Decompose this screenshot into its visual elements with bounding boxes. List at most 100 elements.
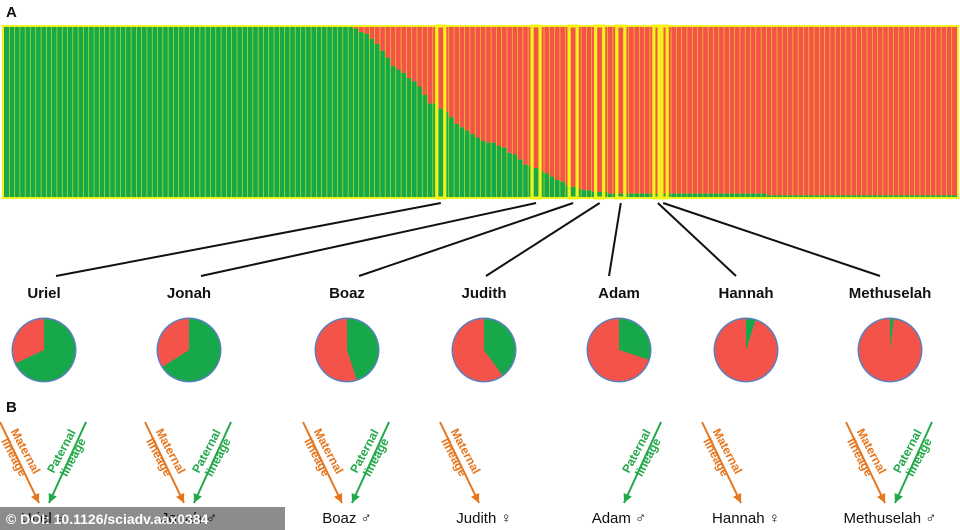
bar-green-segment	[607, 193, 613, 197]
pie-slice-red	[12, 319, 45, 364]
bar-red-segment	[724, 27, 730, 194]
panel-b-label: B	[6, 399, 17, 416]
bar-green-segment	[840, 195, 846, 197]
pie-slice-red	[158, 319, 189, 367]
bar-red-segment	[798, 27, 804, 196]
bar-green-segment	[724, 193, 730, 197]
bar-green-segment	[766, 195, 772, 197]
bar-red-segment	[406, 27, 412, 78]
bar-green-segment	[697, 193, 703, 197]
bar-green-segment	[146, 27, 153, 197]
panel-a-label: A	[6, 4, 17, 21]
bar-green-segment	[480, 140, 486, 197]
bar-red-segment	[776, 27, 783, 196]
bar-green-segment	[491, 142, 497, 197]
bar-red-segment	[909, 27, 915, 196]
bar-red-segment	[888, 27, 894, 196]
bar-green-segment	[872, 195, 878, 197]
ancestry-pie-charts: Uriel Jonah Boaz Judith Adam Hannah Methuselah	[11, 285, 931, 383]
connector-line	[200, 202, 537, 277]
connector-line	[55, 202, 441, 277]
bar-red-segment	[925, 27, 931, 196]
pie-slice-red	[315, 319, 357, 381]
bar-green-segment	[157, 27, 163, 197]
individual-sex-label: Uriel ♂	[21, 510, 67, 527]
bar-red-segment	[517, 27, 523, 160]
bar-green-segment	[78, 27, 84, 197]
maternal-lineage-arrow	[302, 421, 343, 504]
bar-green-segment	[109, 27, 116, 197]
bar-red-segment	[702, 27, 709, 194]
bar-green-segment	[316, 27, 322, 197]
bar-red-segment	[866, 27, 873, 196]
bar-green-segment	[342, 27, 349, 197]
maternal-lineage-arrow-head	[471, 492, 480, 503]
bar-red-segment	[914, 27, 920, 196]
bar-green-segment	[305, 27, 312, 197]
paternal-lineage-arrow	[894, 421, 933, 504]
bar-green-segment	[792, 195, 799, 197]
doi-watermark: © DOI: 10.1126/sciadv.aax0384	[0, 507, 285, 530]
bar-green-segment	[866, 195, 873, 197]
bar-green-segment	[406, 78, 412, 197]
bar-green-segment	[268, 27, 275, 197]
bar-green-segment	[46, 27, 52, 197]
bar-green-segment	[618, 193, 624, 197]
bar-red-segment	[686, 27, 693, 194]
bar-green-segment	[951, 195, 957, 197]
bar-green-segment	[72, 27, 79, 197]
structure-bar-chart	[2, 24, 959, 200]
bar-red-segment	[829, 27, 836, 196]
bar-green-segment	[824, 195, 830, 197]
bar-red-segment	[496, 27, 502, 146]
bar-green-segment	[776, 195, 783, 197]
bar-green-segment	[173, 27, 179, 197]
bar-red-segment	[835, 27, 841, 196]
maternal-lineage-arrow	[845, 421, 886, 504]
maternal-lineage-arrow-head	[31, 492, 40, 503]
bar-green-segment	[925, 195, 931, 197]
bar-green-segment	[115, 27, 121, 197]
bar-red-segment	[480, 27, 486, 141]
bar-green-segment	[56, 27, 63, 197]
paternal-lineage-arrow-head	[623, 492, 632, 503]
individual-name-label: Boaz	[329, 285, 365, 302]
maternal-lineage-arrow-shaft	[701, 421, 742, 504]
bar-green-segment	[469, 134, 476, 197]
bar-red-segment	[559, 27, 566, 182]
bar-red-segment	[745, 27, 751, 194]
pie-slice-red	[452, 318, 503, 381]
bar-green-segment	[300, 27, 306, 197]
bar-red-segment	[554, 27, 560, 180]
bar-red-segment	[761, 27, 767, 194]
bar-green-segment	[178, 27, 185, 197]
individual-name-label: Hannah	[718, 285, 773, 302]
bar-green-segment	[337, 27, 343, 197]
bar-green-segment	[512, 154, 518, 197]
bar-green-segment	[385, 57, 391, 197]
bar-green-segment	[745, 193, 751, 197]
bar-red-segment	[628, 27, 635, 194]
bar-red-segment	[512, 27, 518, 155]
bar-green-segment	[581, 190, 587, 197]
bar-red-segment	[708, 27, 714, 194]
bar-red-segment	[893, 27, 899, 196]
bar-green-segment	[374, 44, 380, 197]
bar-green-segment	[125, 27, 132, 197]
bar-green-segment	[856, 195, 862, 197]
bar-green-segment	[136, 27, 142, 197]
bar-red-segment	[919, 27, 926, 196]
bar-red-segment	[851, 27, 857, 196]
paternal-lineage-arrow-shaft	[623, 421, 662, 504]
bar-red-segment	[676, 27, 682, 194]
bar-red-segment	[930, 27, 936, 196]
watermark-background	[0, 507, 285, 530]
highlighted-bar-outline	[615, 24, 627, 200]
maternal-lineage-arrow-head	[176, 492, 185, 503]
bar-red-segment	[358, 27, 365, 33]
bar-green-segment	[941, 195, 947, 197]
bar-green-segment	[644, 193, 650, 197]
